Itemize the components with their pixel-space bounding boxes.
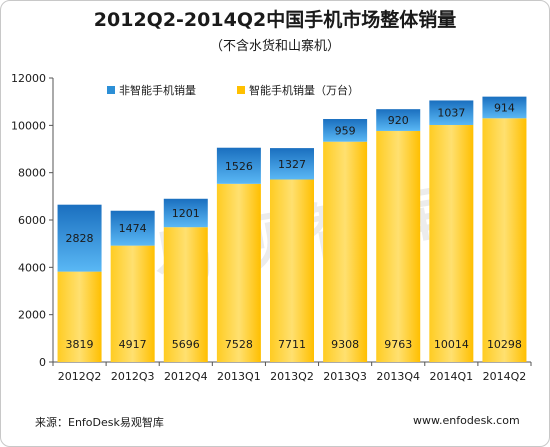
chart-subtitle: （不含水货和山寨机） — [209, 39, 340, 54]
data-label-smart: 9763 — [384, 338, 412, 351]
data-label-smart: 3819 — [66, 338, 94, 351]
legend: 非智能手机销量 智能手机销量（万台） — [107, 83, 359, 97]
y-tick-label: 2000 — [18, 309, 46, 322]
bar-smart — [323, 141, 368, 362]
bar-non-smart — [429, 100, 474, 126]
x-tick-label: 2012Q3 — [111, 370, 155, 383]
data-label-non-smart: 1526 — [225, 160, 253, 173]
bar-smart — [429, 125, 474, 362]
data-label-smart: 10014 — [434, 338, 469, 351]
x-tick-label: 2013Q1 — [217, 370, 261, 383]
data-label-non-smart: 920 — [388, 114, 409, 127]
bars: 3819 2828 2012Q2 4917 1474 2012Q3 5696 1201 2012… — [57, 96, 527, 383]
data-label-non-smart: 1201 — [172, 207, 200, 220]
data-label-smart: 4917 — [119, 338, 147, 351]
x-tick-label: 2013Q4 — [376, 370, 420, 383]
x-tick-label: 2014Q2 — [483, 370, 527, 383]
data-label-smart: 10298 — [487, 338, 522, 351]
data-label-smart: 7528 — [225, 338, 253, 351]
chart-title: 2012Q2-2014Q2中国手机市场整体销量 — [93, 9, 457, 31]
bar-smart — [57, 271, 102, 362]
y-tick-label: 8000 — [18, 167, 46, 180]
y-tick-label: 6000 — [18, 214, 46, 227]
bar-smart — [376, 130, 421, 362]
y-tick-label: 4000 — [18, 261, 46, 274]
y-tick-label: 12000 — [11, 72, 46, 85]
website-note: www.enfodesk.com — [413, 414, 520, 427]
x-tick-label: 2013Q3 — [323, 370, 367, 383]
bar-non-smart — [110, 210, 155, 246]
y-tick-label: 0 — [39, 356, 46, 369]
bar-smart — [216, 183, 261, 362]
data-label-smart: 5696 — [172, 338, 200, 351]
legend-label-non-smart: 非智能手机销量 — [119, 83, 196, 97]
bar-non-smart — [376, 109, 421, 131]
bar-non-smart — [163, 198, 208, 228]
data-label-non-smart: 1037 — [437, 107, 465, 120]
bar-non-smart — [323, 119, 368, 142]
x-tick-label: 2012Q4 — [164, 370, 208, 383]
data-label-non-smart: 914 — [494, 101, 515, 114]
bar-non-smart — [270, 148, 314, 180]
legend-label-smart: 智能手机销量（万台） — [249, 83, 359, 97]
y-tick-label: 10000 — [11, 119, 46, 132]
data-label-non-smart: 1474 — [119, 222, 147, 235]
bar-smart — [110, 245, 155, 362]
bar-smart — [482, 118, 527, 362]
legend-swatch-smart — [237, 86, 245, 94]
bar-non-smart — [216, 147, 261, 184]
data-label-smart: 7711 — [278, 338, 306, 351]
legend-swatch-non-smart — [107, 86, 115, 94]
data-label-non-smart: 959 — [335, 124, 356, 137]
data-label-non-smart: 1327 — [278, 158, 306, 171]
bar-non-smart — [57, 204, 102, 272]
data-label-smart: 9308 — [331, 338, 359, 351]
bar-smart — [163, 227, 208, 362]
source-note: 来源：EnfoDesk易观智库 — [35, 416, 164, 429]
bar-non-smart — [482, 96, 527, 119]
data-label-non-smart: 2828 — [66, 232, 94, 245]
x-tick-label: 2013Q2 — [270, 370, 314, 383]
bar-smart — [270, 179, 314, 362]
x-tick-label: 2012Q2 — [58, 370, 102, 383]
x-tick-label: 2014Q1 — [430, 370, 474, 383]
